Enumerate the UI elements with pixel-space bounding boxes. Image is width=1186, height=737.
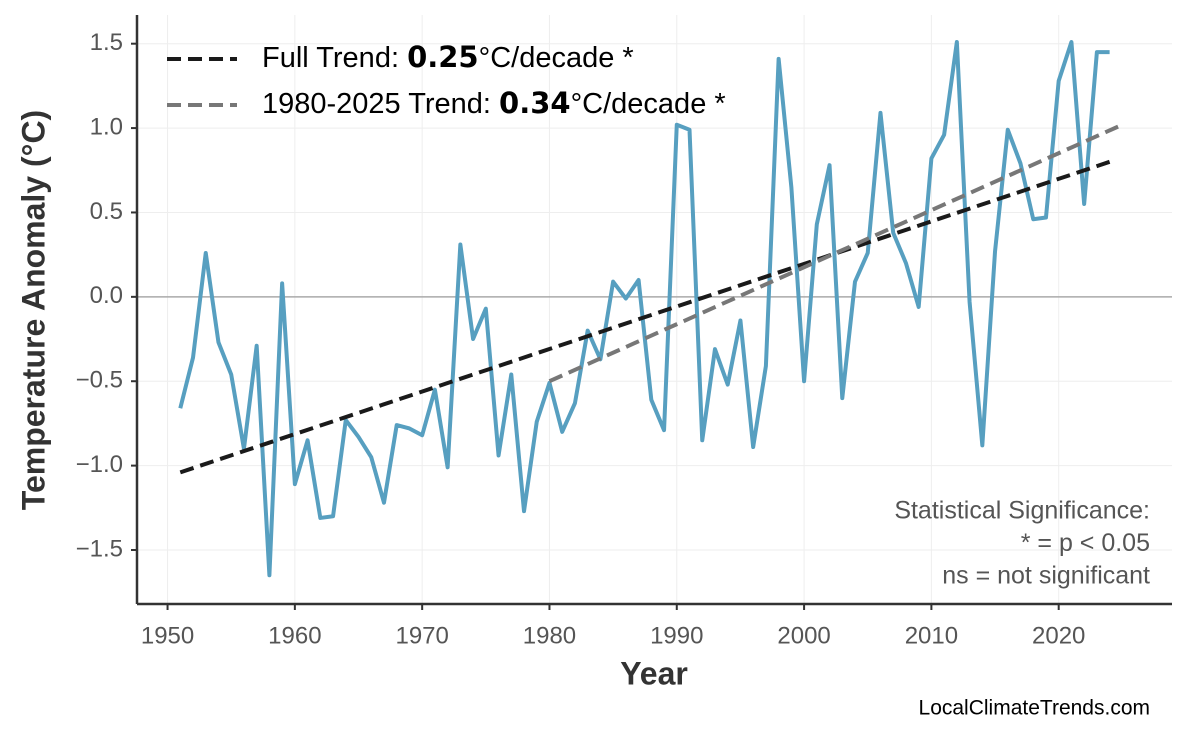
x-tick-label: 1990 [650,622,703,649]
y-tick-label: −1.5 [76,535,123,562]
x-tick-label: 1980 [523,622,576,649]
y-tick-label: −0.5 [76,367,123,394]
y-axis-label: Temperature Anomaly (°C) [15,110,51,510]
y-tick-label: −1.0 [76,451,123,478]
annotation: ns = not significant [942,562,1150,590]
source: LocalClimateTrends.com [919,697,1150,720]
y-tick-label: 0.5 [90,198,123,225]
trend-line [179,159,1111,475]
y-tick-label: 1.0 [90,113,123,140]
x-tick-label: 2010 [905,622,958,649]
legend-label: Full Trend: 0.25°C/decade * [262,40,634,74]
data-line [178,40,1110,578]
x-tick-label: 2020 [1032,622,1085,649]
legend-text-part: °C/decade * [571,88,726,120]
legend-text-part: Full Trend: [262,42,407,74]
y-tick-label: 1.5 [90,29,123,56]
annotation: Statistical Significance: [894,497,1150,525]
x-tick-label: 1960 [268,622,321,649]
x-tick-label: 1970 [395,622,448,649]
x-tick-label: 1950 [141,622,194,649]
legend-text-part: 0.25 [407,40,479,74]
annotation: * = p < 0.05 [1021,529,1150,557]
legend-label: 1980-2025 Trend: 0.34°C/decade * [262,86,726,120]
legend-text-part: °C/decade * [479,42,634,74]
x-tick-label: 2000 [777,622,830,649]
legend-text-part: 1980-2025 Trend: [262,88,499,120]
y-tick-label: 0.0 [90,282,123,309]
legend-text-part: 0.34 [499,86,571,120]
x-axis-label: Year [620,655,688,691]
